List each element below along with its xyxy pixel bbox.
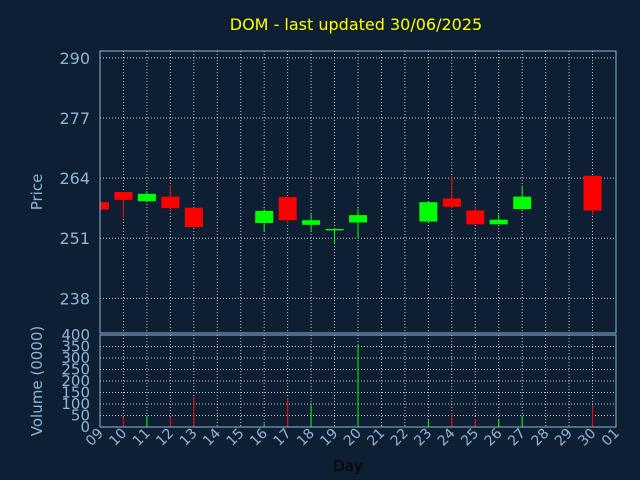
volume-tick-label: 50	[71, 407, 90, 425]
candle-body	[184, 207, 203, 228]
volume-tick-label: 350	[61, 338, 90, 356]
volume-tick-label: 250	[61, 361, 90, 379]
x-tick-label: 12	[153, 426, 177, 450]
x-tick-label: 26	[482, 425, 506, 449]
x-tick-label: 17	[271, 426, 295, 450]
price-axis-label: Price	[28, 174, 46, 211]
volume-tick-label: 150	[61, 384, 90, 402]
candle-body	[161, 196, 180, 209]
x-tick-label: 11	[130, 426, 154, 450]
candle-body	[419, 202, 438, 222]
candle-body	[114, 192, 133, 200]
x-tick-label: 27	[505, 426, 529, 450]
x-tick-label: 01	[599, 426, 623, 450]
candle-body	[100, 202, 109, 210]
candle-body	[466, 210, 485, 225]
x-tick-labels: 09 10 11 12 13 14 15 16 17 18 19 20 21 22 23 24 25 26 27 28…	[83, 425, 623, 449]
candle-body	[489, 219, 508, 225]
volume-tick-label: 100	[61, 395, 90, 413]
candle-body	[325, 228, 344, 231]
volume-tick-label: 0	[80, 418, 90, 436]
price-tick-label: 251	[59, 229, 90, 248]
x-tick-label: 20	[341, 426, 365, 450]
x-tick-label: 25	[458, 426, 482, 450]
price-grid	[99, 51, 617, 333]
candle-body	[583, 175, 602, 211]
volume-tick-label: 200	[61, 372, 90, 390]
candle-body	[302, 220, 321, 225]
x-tick-label: 19	[317, 426, 341, 450]
x-tick-label: 28	[529, 426, 553, 450]
candle-body	[513, 196, 532, 210]
x-tick-label: 16	[247, 425, 271, 449]
x-tick-label: 14	[200, 425, 224, 449]
candle-body	[278, 197, 297, 221]
candle-body	[349, 215, 367, 223]
x-axis-label: Day	[333, 457, 363, 475]
volume-axis-label: Volume (0000)	[28, 326, 46, 436]
price-tick-label: 238	[59, 289, 90, 308]
x-tick-label: 10	[106, 426, 130, 450]
x-tick-label: 21	[364, 426, 388, 450]
price-tick-labels: 238 251 264 277 290	[59, 49, 90, 308]
candle-body	[442, 198, 461, 207]
x-tick-label: 22	[388, 426, 412, 450]
price-tick-label: 264	[59, 169, 90, 188]
price-plot-frame	[99, 50, 617, 334]
candles	[99, 175, 602, 243]
x-tick-label: 24	[435, 425, 459, 449]
volume-tick-label: 400	[61, 326, 90, 344]
candle-body	[137, 193, 156, 202]
volume-tick-label: 300	[61, 349, 90, 367]
volume-plot-frame	[99, 334, 617, 428]
price-tick-label: 277	[59, 109, 90, 128]
x-tick-label: 15	[224, 426, 248, 450]
chart-title: DOM - last updated 30/06/2025	[230, 15, 482, 34]
x-tick-label: 18	[294, 426, 318, 450]
candle-body	[255, 210, 274, 223]
x-tick-label: 29	[552, 426, 576, 450]
volume-bars	[122, 344, 594, 427]
x-tick-label: 23	[411, 426, 435, 450]
x-tick-label: 30	[575, 426, 599, 450]
x-tick-label: 13	[177, 426, 201, 450]
price-tick-label: 290	[59, 49, 90, 68]
